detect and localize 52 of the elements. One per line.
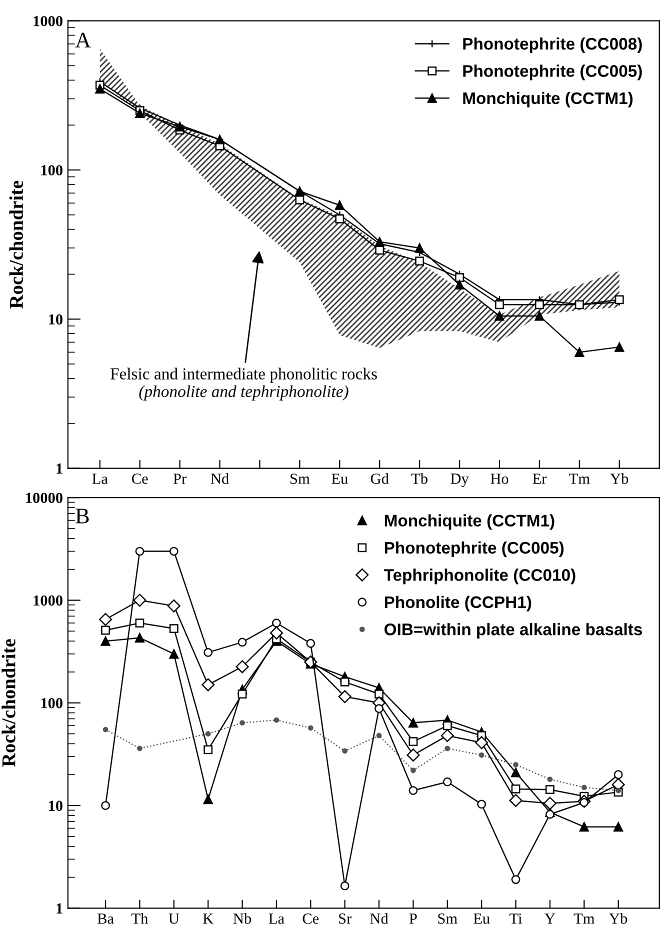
x-tick-label: Ce — [302, 914, 319, 924]
y-tick-label: 100 — [41, 698, 62, 708]
legend-label: OIB=within plate alkaline basalts — [384, 623, 642, 639]
x-tick-label: Er — [532, 474, 547, 484]
annotation: B — [76, 508, 89, 524]
y-tick-label: 10 — [49, 800, 62, 811]
y-tick-label: 1000 — [34, 16, 62, 26]
x-tick-label: Ce — [132, 474, 148, 484]
x-tick-label: Tm — [569, 474, 590, 484]
legend-label: Monchiquite (CCTM1) — [384, 514, 554, 530]
x-tick-label: Yb — [609, 913, 628, 924]
x-tick-label: Dy — [450, 474, 469, 487]
x-tick-label: Th — [132, 913, 148, 924]
x-tick-label: Tb — [411, 473, 428, 484]
y-tick-label: 100 — [41, 165, 62, 176]
x-tick-label: Tm — [574, 914, 594, 924]
annotation: (phonolite and tephriphonolite) — [139, 385, 348, 400]
y-axis-title: Rock/chondrite — [9, 180, 24, 308]
x-tick-label: Yb — [610, 473, 628, 484]
x-tick-label: La — [92, 474, 108, 484]
x-tick-label: Eu — [474, 914, 490, 924]
x-tick-label: Nb — [233, 913, 252, 924]
legend-label: Phonolite (CCPH1) — [384, 596, 532, 612]
x-tick-label: Sr — [339, 914, 352, 924]
x-tick-label: Ti — [510, 914, 522, 924]
x-tick-label: Sm — [290, 474, 310, 484]
x-tick-label: Y — [544, 914, 556, 924]
x-tick-label: Sm — [438, 914, 458, 924]
y-tick-label: 1 — [56, 463, 62, 474]
x-tick-label: Pr — [173, 474, 186, 484]
y-axis-title: Rock/chondrite — [2, 639, 16, 767]
legend-label: Phonotephrite (CC005) — [384, 541, 564, 557]
x-tick-label: Gd — [370, 473, 389, 484]
y-tick-label: 10000 — [26, 492, 62, 504]
x-tick-label: P — [409, 914, 417, 924]
y-tick-label: 10 — [49, 314, 62, 325]
x-tick-label: K — [203, 914, 214, 924]
legend-label: Phonotephrite (CC008) — [463, 37, 642, 54]
x-tick-label: Ba — [97, 914, 114, 924]
annotation: Felsic and intermediate phonolitic rocks — [110, 368, 377, 383]
y-tick-label: 1000 — [34, 595, 62, 606]
x-tick-label: La — [268, 914, 284, 924]
x-tick-label: Nd — [370, 913, 388, 924]
legend-label: Phonotephrite (CC005) — [463, 64, 642, 80]
x-tick-label: Eu — [332, 474, 348, 484]
legend-label: Monchiquite (CCTM1) — [463, 92, 633, 108]
x-tick-label: U — [168, 914, 180, 924]
legend-label: Tephriphonolite (CC010) — [384, 568, 576, 584]
y-tick-label: 1 — [56, 903, 62, 914]
x-tick-label: Nd — [210, 473, 229, 484]
x-tick-label: Ho — [490, 474, 508, 484]
annotation: A — [75, 32, 91, 48]
